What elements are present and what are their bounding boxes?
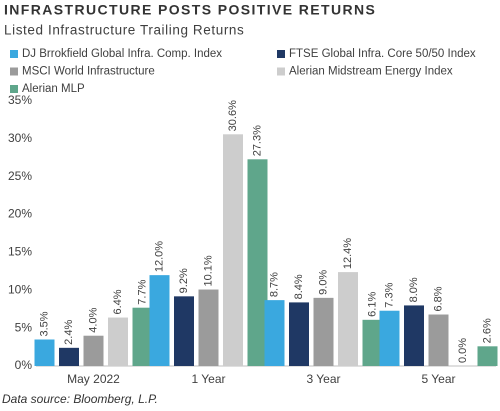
- bar: [362, 319, 383, 366]
- y-tick-label: 20%: [8, 207, 32, 221]
- legend-label: Alerian Midstream Energy Index: [289, 66, 453, 78]
- value-label: 7.7%: [136, 279, 148, 304]
- chart-subtitle: Listed Infrastructure Trailing Returns: [4, 23, 244, 38]
- x-tick-label: 5 Year: [421, 372, 455, 386]
- value-label: 6.4%: [112, 289, 124, 314]
- legend-label: MSCI World Infrastructure: [22, 66, 155, 78]
- value-label: 2.6%: [481, 318, 493, 343]
- y-tick-label: 30%: [8, 131, 32, 145]
- value-label: 7.3%: [383, 282, 395, 307]
- y-tick-label: 25%: [8, 169, 32, 183]
- legend-swatch: [10, 50, 18, 58]
- bar: [108, 317, 128, 366]
- value-label: 27.3%: [251, 125, 263, 156]
- bar: [34, 339, 55, 366]
- legend-swatch: [10, 67, 18, 76]
- value-label: 9.2%: [178, 268, 190, 293]
- value-label: 10.1%: [202, 255, 214, 286]
- bar: [289, 302, 309, 366]
- value-label: 3.5%: [38, 311, 50, 336]
- bar: [59, 347, 79, 366]
- y-tick-label: 35%: [8, 93, 32, 107]
- x-tick-label: May 2022: [67, 372, 120, 386]
- y-tick-label: 15%: [8, 245, 32, 259]
- value-label: 8.0%: [408, 277, 420, 302]
- bar: [132, 307, 153, 366]
- legend-swatch: [277, 67, 285, 76]
- bar: [198, 289, 219, 366]
- value-label: 6.1%: [366, 292, 378, 317]
- y-tick-label: 10%: [8, 282, 32, 296]
- legend-label: FTSE Global Infra. Core 50/50 Index: [289, 48, 476, 60]
- value-label: 12.0%: [153, 241, 165, 272]
- bar: [477, 346, 498, 366]
- value-label: 0.0%: [457, 338, 469, 363]
- bar: [223, 134, 243, 366]
- bar: [83, 335, 104, 366]
- value-label: 9.0%: [317, 270, 329, 295]
- value-label: 2.4%: [63, 320, 75, 345]
- bar: [379, 310, 400, 366]
- value-label: 4.0%: [87, 307, 99, 332]
- value-label: 30.6%: [227, 100, 239, 131]
- bar: [149, 275, 170, 366]
- value-label: 6.8%: [432, 286, 444, 311]
- source-note: Data source: Bloomberg, L.P.: [2, 392, 158, 406]
- x-tick-label: 1 Year: [191, 372, 225, 386]
- chart-title: INFRASTRUCTURE POSTS POSITIVE RETURNS: [4, 2, 376, 18]
- y-tick-label: 0%: [15, 358, 33, 372]
- legend-label: Alerian MLP: [22, 83, 85, 95]
- value-label: 8.7%: [268, 272, 280, 297]
- y-tick-label: 5%: [15, 320, 33, 334]
- value-label: 12.4%: [342, 238, 354, 269]
- bar: [428, 314, 449, 366]
- bar: [404, 305, 424, 366]
- bar: [264, 300, 285, 366]
- legend-swatch: [277, 50, 285, 58]
- x-tick-label: 3 Year: [306, 372, 340, 386]
- bar: [247, 159, 268, 366]
- bar: [174, 296, 194, 366]
- legend-swatch: [10, 85, 18, 93]
- legend-label: DJ Brrokfield Global Infra. Comp. Index: [22, 48, 222, 60]
- value-label: 8.4%: [293, 274, 305, 299]
- bar: [313, 297, 334, 366]
- bar: [338, 272, 358, 366]
